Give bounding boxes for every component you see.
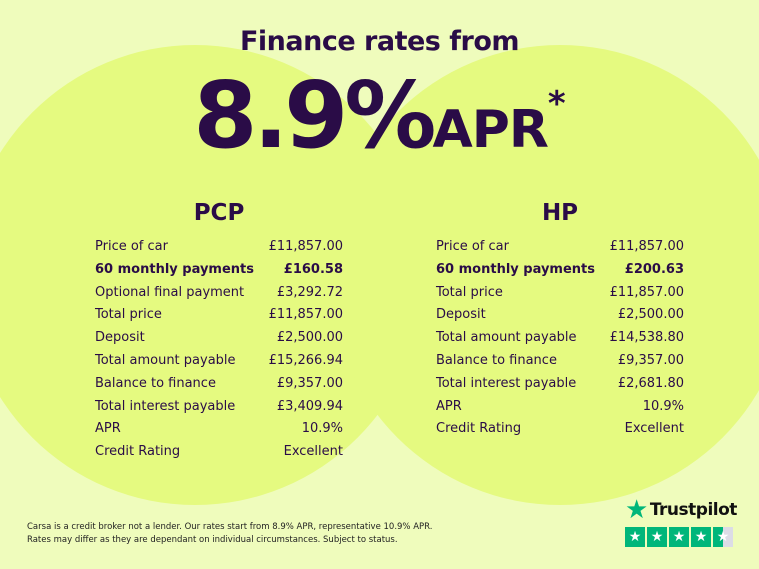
row-value: £11,857.00 [268,307,343,323]
row-value: Excellent [624,421,684,437]
row-value: £200.63 [624,261,684,277]
hp-row: Price of car £11,857.00 [436,236,684,259]
row-value: 10.9% [642,398,684,414]
headline: Finance rates from [239,26,520,57]
pcp-row: Price of car £11,857.00 [95,236,343,259]
hp-row: Total amount payable £14,538.80 [436,327,684,350]
row-value: £3,409.94 [276,398,343,414]
star-icon: ★ [669,527,689,547]
row-label: Credit Rating [95,444,181,460]
pcp-panel: PCP Price of car £11,857.00 60 monthly pay… [95,200,343,464]
background-circle-right [330,45,759,505]
pcp-row: 60 monthly payments £160.58 [95,259,343,282]
pcp-title: PCP [193,200,245,226]
rate-suffix: APR [432,100,548,160]
row-value: £2,500.00 [617,307,684,323]
row-value: 10.9% [301,421,343,437]
row-value: £15,266.94 [268,352,343,368]
pcp-row: Balance to finance £9,357.00 [95,373,343,396]
row-label: APR [95,421,121,437]
row-label: Deposit [436,307,486,323]
pcp-row: Deposit £2,500.00 [95,327,343,350]
row-value: £9,357.00 [617,352,684,368]
rate-value: 8.9% [193,62,436,169]
row-label: Total price [95,307,162,323]
row-label: Total amount payable [95,352,236,368]
row-value: £160.58 [283,261,343,277]
star-icon: ★ [647,527,667,547]
pcp-row: Total price £11,857.00 [95,304,343,327]
row-label: Total interest payable [95,398,236,414]
half-star-icon: ★ [713,527,733,547]
row-label: 60 monthly payments [95,261,254,277]
disclaimer-line: Carsa is a credit broker not a lender. O… [27,522,433,532]
hp-row: Credit Rating Excellent [436,418,684,441]
row-label: Credit Rating [436,421,522,437]
row-label: APR [436,398,462,414]
row-label: Optional final payment [95,284,245,300]
hp-row: Deposit £2,500.00 [436,304,684,327]
pcp-row: Total interest payable £3,409.94 [95,396,343,419]
row-label: Deposit [95,330,145,346]
row-label: Total amount payable [436,330,577,346]
row-value: £9,357.00 [276,375,343,391]
row-value: £11,857.00 [609,284,684,300]
row-label: Total interest payable [436,375,577,391]
row-value: £11,857.00 [609,239,684,254]
hp-row: APR 10.9% [436,396,684,419]
trustpilot-star-icon: ★ [625,495,648,525]
row-value: £2,681.80 [617,375,684,391]
row-value: Excellent [283,444,343,460]
hp-row: Total interest payable £2,681.80 [436,373,684,396]
row-label: Price of car [95,239,168,254]
trustpilot-badge[interactable]: ★ Trustpilot ★ ★ ★ ★ ★ [625,495,737,547]
star-icon: ★ [691,527,711,547]
row-label: Price of car [436,239,509,254]
hp-title: HP [541,200,579,226]
pcp-row: Total amount payable £15,266.94 [95,350,343,373]
row-label: Balance to finance [436,352,557,368]
trustpilot-label: Trustpilot [649,500,738,520]
row-label: Balance to finance [95,375,216,391]
rate-display: 8.9%APR* [0,62,759,169]
hp-row: Total price £11,857.00 [436,282,684,305]
pcp-row: Credit Rating Excellent [95,441,343,464]
hp-panel: HP Price of car £11,857.00 60 monthly paym… [436,200,684,441]
rate-asterisk: * [547,84,566,124]
row-label: Total price [436,284,503,300]
hp-row: 60 monthly payments £200.63 [436,259,684,282]
row-value: £14,538.80 [609,330,684,346]
star-icon: ★ [625,527,645,547]
disclaimer: Carsa is a credit broker not a lender. O… [27,521,432,547]
disclaimer-line: Rates may differ as they are dependant o… [27,535,398,545]
hp-row: Balance to finance £9,357.00 [436,350,684,373]
pcp-row: Optional final payment £3,292.72 [95,282,343,305]
row-value: £11,857.00 [268,239,343,254]
trustpilot-rating: ★ ★ ★ ★ ★ [625,527,737,547]
pcp-row: APR 10.9% [95,418,343,441]
row-label: 60 monthly payments [436,261,595,277]
row-value: £2,500.00 [276,330,343,346]
row-value: £3,292.72 [276,284,343,300]
